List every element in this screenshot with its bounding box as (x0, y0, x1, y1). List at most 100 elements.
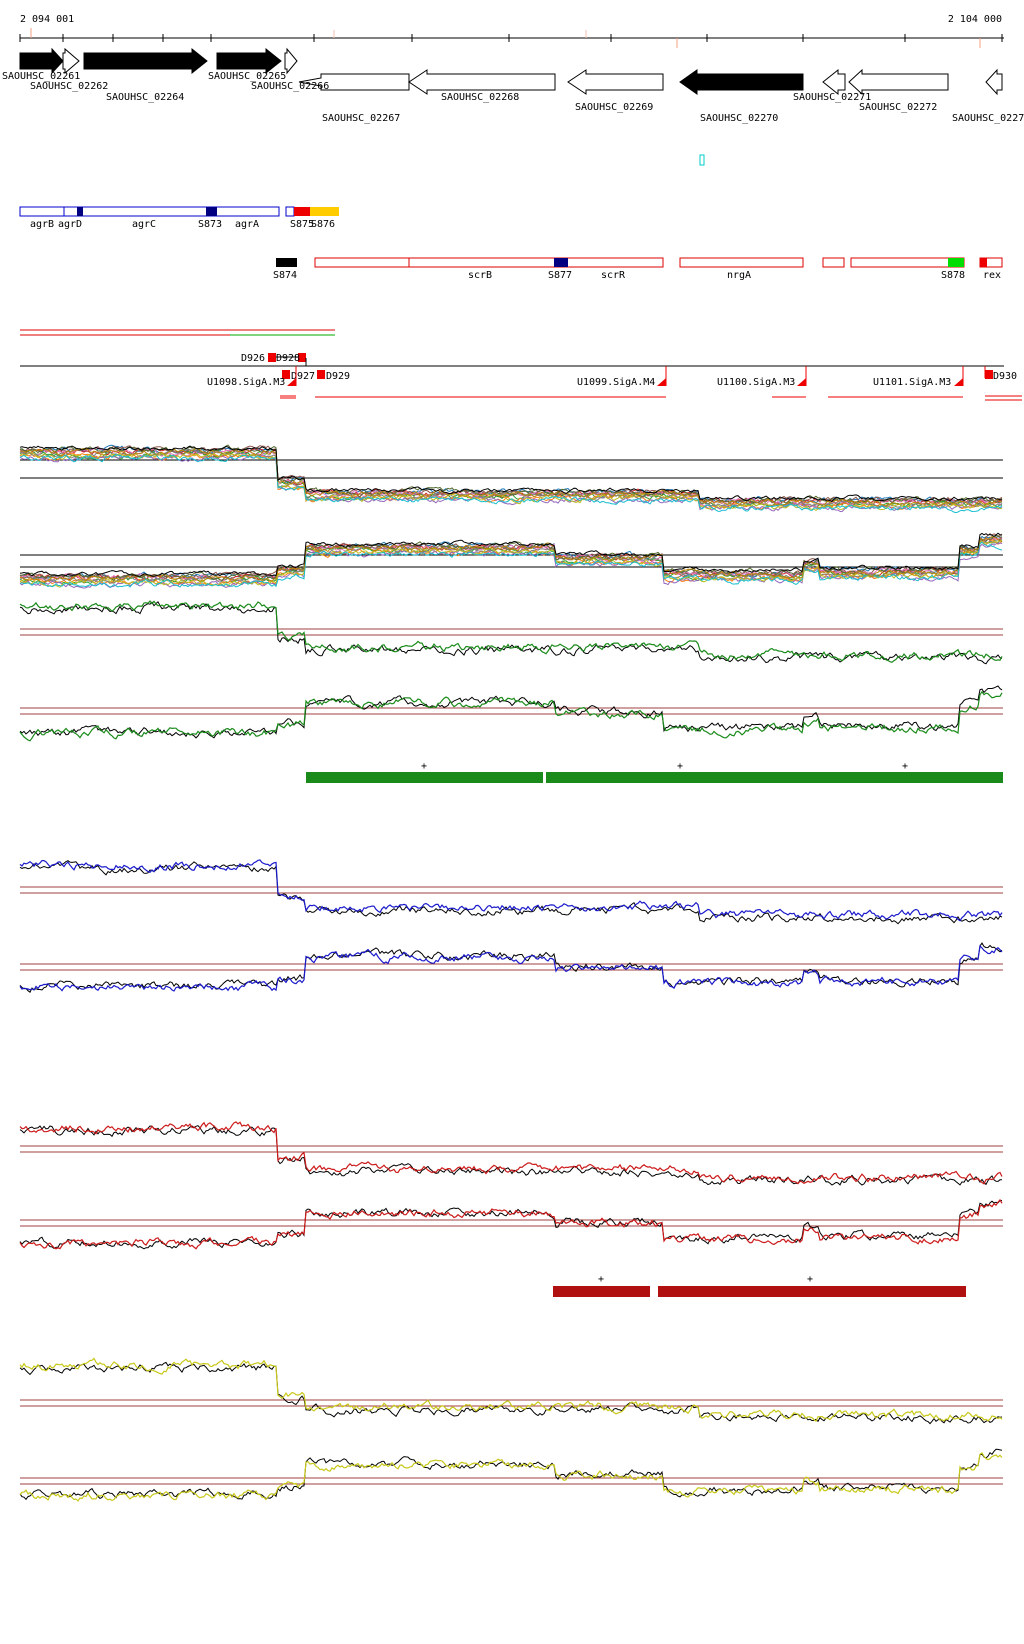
gene-label-02269: SAOUHSC_02269 (575, 102, 653, 113)
track-line-colored-upper (19, 859, 1003, 922)
feature-label-rex: rex (983, 270, 1001, 281)
feature-box-S878-region[interactable] (850, 257, 965, 268)
promoter-label-D928: D928 (276, 353, 300, 364)
overlay-series-upper (19, 452, 1003, 511)
promoter-track: D926 D928 D927 D929 D930 U1098.SigA.M3 U… (20, 329, 1022, 401)
overlay-series-black-lower (19, 532, 1003, 577)
feature-label-scrB: scrB (468, 270, 492, 281)
red-segment-marker-1: + (598, 1274, 604, 1285)
gene-arrow-02265[interactable] (216, 47, 282, 75)
promoter-box-D928[interactable] (298, 353, 306, 362)
feature-label-S873: S873 (198, 219, 222, 230)
overlay-series-upper (19, 452, 1003, 512)
gene-label-02272: SAOUHSC_02272 (859, 102, 937, 113)
feature-box-minor[interactable] (822, 257, 845, 268)
overlay-series-lower (19, 541, 1003, 588)
green-segment-marker-3: + (902, 761, 908, 772)
gene-arrow-02264[interactable] (83, 47, 208, 75)
gene-arrow-02261[interactable] (19, 47, 64, 75)
track-line-colored-upper (19, 1357, 1003, 1423)
gene-label-02261: SAOUHSC_02261 (2, 71, 80, 82)
promoter-label-D927: D927 (291, 371, 315, 382)
track-line-black-upper (19, 1125, 1002, 1186)
feature-box-S874[interactable] (276, 258, 297, 267)
feature-label-S877: S877 (548, 270, 572, 281)
track-line-black-lower (19, 1199, 1003, 1250)
feature-label-S874: S874 (273, 270, 297, 281)
red-segment-marker-2: + (807, 1274, 813, 1285)
cursor-marker (699, 154, 705, 166)
gene-label-02271: SAOUHSC_02271 (793, 92, 871, 103)
track-line-black-lower (19, 942, 1003, 993)
feature-label-scrR: scrR (601, 270, 626, 281)
overlay-series-lower (19, 536, 1003, 583)
gene-label-02273: SAOUHSC_0227 (952, 113, 1024, 124)
feature-box-S875[interactable] (294, 207, 310, 216)
promoter-label-D930: D930 (993, 371, 1017, 382)
gene-arrow-02270[interactable] (679, 69, 804, 95)
gene-label-02262: SAOUHSC_02262 (30, 81, 108, 92)
coordinate-ruler: 2 094 001 2 104 000 (19, 14, 1004, 48)
green-segment-1[interactable] (306, 772, 543, 783)
feature-box-scr[interactable] (314, 257, 664, 268)
gene-label-02266: SAOUHSC_02266 (251, 81, 329, 92)
gene-arrow-02272[interactable] (848, 68, 949, 96)
gene-label-02270: SAOUHSC_02270 (700, 113, 778, 124)
green-expression-tracks (19, 600, 1003, 742)
feature-box-S875-outline[interactable] (285, 206, 295, 217)
overlay-series-lower (19, 539, 1003, 588)
gene-arrow-02262[interactable] (62, 47, 80, 75)
minus-strand-feature-track: S874 scrB S877 scrR nrgA S878 rex (273, 257, 1003, 281)
feature-label-S878: S878 (941, 270, 965, 281)
promoter-box-D927[interactable] (282, 370, 290, 379)
overlay-series-upper (20, 448, 1003, 507)
ruler-start-label: 2 094 001 (20, 14, 74, 25)
green-segment-marker-1: + (421, 761, 427, 772)
green-segment-2[interactable] (546, 772, 1003, 783)
red-expression-tracks (19, 1121, 1003, 1250)
feature-label-agrC: agrC (132, 219, 156, 230)
feature-label-S875: S875 (290, 219, 314, 230)
track-line-colored-upper (19, 600, 1003, 663)
red-segment-1[interactable] (553, 1286, 650, 1297)
gene-arrow-02268[interactable] (408, 69, 556, 95)
track-line-black-upper (19, 860, 1003, 925)
gene-arrow-02273[interactable] (985, 68, 1003, 96)
track-line-colored-lower (19, 1198, 1003, 1250)
track-line-colored-lower (19, 690, 1003, 742)
promoter-box-D926[interactable] (268, 353, 276, 362)
gene-arrow-02266[interactable] (284, 47, 298, 75)
overlay-series-lower (19, 535, 1003, 581)
promoter-box-D930[interactable] (985, 370, 993, 379)
track-line-colored-lower (19, 944, 1003, 992)
sigma-site-label-1100: U1100.SigA.M3 (717, 377, 795, 388)
gene-label-02265: SAOUHSC_02265 (208, 71, 286, 82)
promoter-box-D929[interactable] (317, 370, 325, 379)
red-segment-2[interactable] (658, 1286, 966, 1297)
overlay-series-upper (19, 454, 1003, 513)
track-line-black-lower (19, 685, 1003, 739)
track-line-black-upper (19, 1361, 1003, 1425)
overlay-expression-tracks (19, 444, 1003, 589)
feature-label-nrgA: nrgA (727, 270, 751, 281)
gene-arrow-02271[interactable] (822, 68, 846, 96)
sigma-site-label-1099: U1099.SigA.M4 (577, 377, 655, 388)
feature-box-agr[interactable] (19, 206, 280, 217)
gene-label-02267: SAOUHSC_02267 (322, 113, 400, 124)
green-segment-marker-2: + (677, 761, 683, 772)
overlay-series-black-upper (19, 445, 1003, 502)
gene-arrow-02267[interactable] (298, 73, 410, 91)
sigma-site-label-1101: U1101.SigA.M3 (873, 377, 951, 388)
feature-label-agrA: agrA (235, 219, 259, 230)
gene-arrow-02269[interactable] (567, 69, 664, 95)
blue-expression-tracks (19, 859, 1003, 993)
track-line-black-upper (19, 601, 1003, 665)
feature-box-nrgA[interactable] (679, 257, 804, 268)
gene-label-02264: SAOUHSC_02264 (106, 92, 184, 103)
feature-label-agrB: agrB (30, 219, 54, 230)
ruler-end-label: 2 104 000 (948, 14, 1002, 25)
feature-box-S876[interactable] (310, 207, 339, 216)
track-line-colored-upper (19, 1121, 1003, 1185)
yellow-expression-tracks (19, 1357, 1003, 1502)
